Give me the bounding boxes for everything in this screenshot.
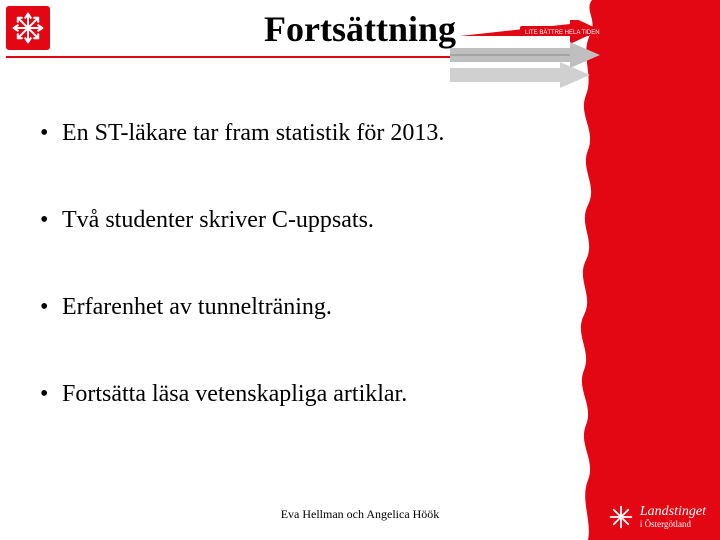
slide-container: Fortsättning LITE BÄTTRE HELA TIDEN <box>0 0 720 540</box>
bullet-item: Två studenter skriver C-uppsats. <box>40 207 580 234</box>
brand-region: i Östergötland <box>640 520 706 529</box>
snowflake-icon <box>608 504 634 530</box>
brand-name: Landstinget <box>640 504 706 519</box>
bullet-list: En ST-läkare tar fram statistik för 2013… <box>40 120 580 468</box>
bullet-item: Fortsätta läsa vetenskapliga artiklar. <box>40 381 580 408</box>
bullet-item: En ST-läkare tar fram statistik för 2013… <box>40 120 580 147</box>
banner-text: LITE BÄTTRE HELA TIDEN <box>525 29 600 36</box>
bullet-item: Erfarenhet av tunnelträning. <box>40 294 580 321</box>
arrows-graphic: LITE BÄTTRE HELA TIDEN <box>450 20 620 90</box>
brand-logo-footer: Landstinget i Östergötland <box>608 504 706 530</box>
